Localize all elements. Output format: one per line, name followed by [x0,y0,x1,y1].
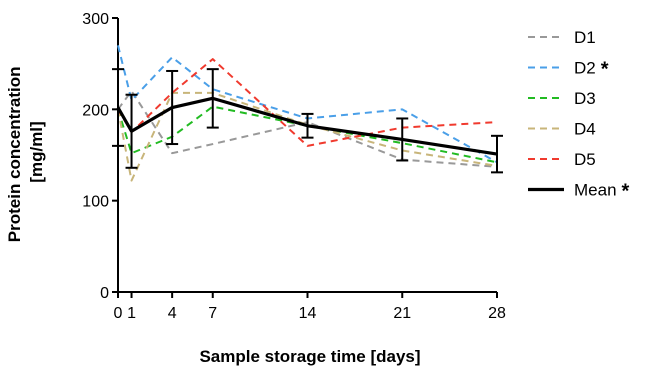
x-tick-label: 0 [114,305,123,322]
legend-label-d5: D5 [574,150,596,169]
legend-label-d2: D2 * [574,59,609,81]
x-tick-label: 28 [488,305,506,322]
series-line-d2 [117,45,498,164]
x-tick-label: 14 [299,305,317,322]
x-tick-label: 1 [127,305,136,322]
legend-label-d3: D3 [574,89,596,108]
legend-marker: * [622,181,630,203]
y-axis-title: Protein concentration [mg/ml] [5,62,46,242]
x-axis-title: Sample storage time [days] [199,347,420,366]
legend: D1 D2 * D3 D4 D5 Mean * [528,28,630,203]
y-tick-label: 300 [82,11,109,28]
legend-label-d4: D4 [574,120,596,139]
legend-label-d1: D1 [574,28,596,47]
y-axis-title-line-2: [mg/ml] [27,121,46,182]
x-tick-label: 7 [208,305,217,322]
y-tick-label: 0 [100,285,109,302]
legend-label-mean: Mean * [574,181,630,203]
y-tick-label: 200 [82,102,109,119]
y-tick-label: 100 [82,194,109,211]
x-tick-label: 21 [393,305,411,322]
x-tick-label: 4 [168,305,177,322]
legend-marker: * [601,59,609,81]
y-axis-title-line-1: Protein concentration [5,67,24,243]
